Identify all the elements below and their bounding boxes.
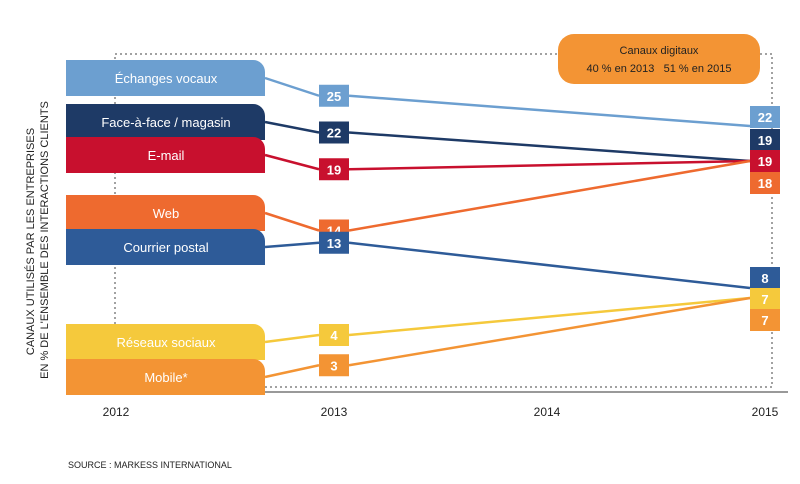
legend-label-face-a-face-magasin: Face-à-face / magasin <box>101 115 230 130</box>
value-label-2015-reseaux-sociaux: 7 <box>761 292 768 307</box>
x-tick-2014: 2014 <box>534 405 561 419</box>
value-label-2015-echanges-vocaux: 22 <box>758 110 772 125</box>
value-label-2015-face-a-face-magasin: 19 <box>758 133 772 148</box>
value-label-2015-courrier-postal: 8 <box>761 271 768 286</box>
point-2013-reseaux-sociaux <box>319 324 349 346</box>
legend-pill-echanges-vocaux <box>66 60 265 96</box>
x-tick-2013: 2013 <box>321 405 348 419</box>
connector-face-a-face-magasin <box>264 120 320 134</box>
callout-box <box>558 34 760 84</box>
point-2013-face-a-face-magasin <box>319 121 349 144</box>
legend-label-mobile: Mobile* <box>144 370 187 385</box>
x-tick-2015: 2015 <box>752 405 779 419</box>
legend-pill-web <box>66 195 265 231</box>
y-axis-label-line-1: CANAUX UTILISÉS PAR LES ENTREPRISES <box>24 128 37 355</box>
value-label-2013-face-a-face-magasin: 22 <box>327 126 341 141</box>
connector-web <box>264 211 320 232</box>
callout-text: 40 % en 2013 51 % en 2015 <box>587 63 732 75</box>
y-axis-label: CANAUX UTILISÉS PAR LES ENTREPRISES EN %… <box>24 101 51 379</box>
digital-channels-callout: Canaux digitaux 40 % en 2013 51 % en 201… <box>558 34 760 84</box>
point-2015-echanges-vocaux <box>750 106 780 128</box>
series-line-face-a-face-magasin <box>348 131 751 163</box>
connector-courrier-postal <box>264 241 320 249</box>
source-note: SOURCE : MARKESS INTERNATIONAL <box>68 460 232 470</box>
legend-pill-face-a-face-magasin <box>66 104 265 140</box>
series-line-e-mail <box>348 159 751 171</box>
value-label-2013-echanges-vocaux: 25 <box>327 89 341 104</box>
legend-pill-e-mail <box>66 137 265 173</box>
series-line-echanges-vocaux <box>348 94 751 128</box>
legend-label-echanges-vocaux: Échanges vocaux <box>115 71 218 86</box>
legend-pill-mobile <box>66 359 265 395</box>
point-2015-face-a-face-magasin <box>750 129 780 151</box>
series-line-web <box>348 159 751 232</box>
value-label-2015-web: 18 <box>758 176 772 191</box>
legend-label-reseaux-sociaux: Réseaux sociaux <box>117 335 216 350</box>
legend-label-e-mail: E-mail <box>148 148 185 163</box>
point-2015-e-mail <box>750 150 780 172</box>
value-label-2013-courrier-postal: 13 <box>327 236 341 251</box>
point-2015-reseaux-sociaux <box>750 288 780 310</box>
point-2013-mobile <box>319 354 349 377</box>
series-line-courrier-postal <box>348 241 751 290</box>
value-label-2013-mobile: 3 <box>330 358 337 373</box>
legend-label-courrier-postal: Courrier postal <box>123 240 208 255</box>
point-2013-e-mail <box>319 158 349 181</box>
y-axis-label-line-2: EN % DE L'ENSEMBLE DES INTERACTIONS CLIE… <box>39 101 51 379</box>
legend-label-web: Web <box>153 206 180 221</box>
point-2015-mobile <box>750 309 780 331</box>
connector-e-mail <box>264 153 320 171</box>
point-2015-courrier-postal <box>750 267 780 289</box>
value-label-2013-e-mail: 19 <box>327 162 341 177</box>
connector-echanges-vocaux <box>264 76 320 97</box>
series-line-mobile <box>348 296 751 367</box>
legend-labels: Échanges vocaux Face-à-face / magasin E-ma… <box>66 60 265 395</box>
point-2015-web <box>750 172 780 194</box>
point-2013-echanges-vocaux <box>319 84 349 107</box>
legend-pill-reseaux-sociaux <box>66 324 265 360</box>
connector-reseaux-sociaux <box>264 333 320 344</box>
x-tick-labels: 2012 2013 2014 2015 <box>103 405 779 419</box>
series-layer <box>264 76 751 379</box>
value-label-2015-mobile: 7 <box>761 313 768 328</box>
point-2013-courrier-postal <box>319 231 349 254</box>
series-line-reseaux-sociaux <box>348 296 751 337</box>
connector-mobile <box>264 364 320 379</box>
legend-pill-courrier-postal <box>66 229 265 265</box>
value-label-2015-e-mail: 19 <box>758 154 772 169</box>
x-tick-2012: 2012 <box>103 405 130 419</box>
value-label-2013-reseaux-sociaux: 4 <box>330 328 338 343</box>
callout-title: Canaux digitaux <box>620 45 699 57</box>
